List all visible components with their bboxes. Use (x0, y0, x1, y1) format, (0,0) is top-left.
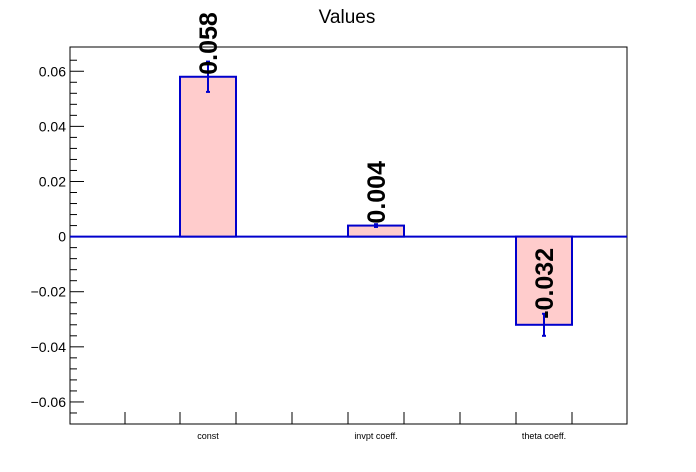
data-label: 0.058 (195, 12, 223, 75)
data-label: -0.032 (531, 248, 559, 319)
x-tick-label: invpt coeff. (354, 431, 397, 441)
y-tick-label: −0.02 (31, 284, 67, 300)
data-labels: 0.058 0.004 -0.032 (195, 12, 559, 319)
x-tick-label: const (197, 431, 219, 441)
y-tick-label: 0.04 (39, 118, 66, 134)
data-label: 0.004 (363, 161, 391, 224)
y-tick-label: 0.02 (39, 173, 66, 189)
y-tick-label: −0.06 (31, 394, 67, 410)
y-tick-label: −0.04 (31, 339, 67, 355)
x-tick-label: theta coeff. (522, 431, 566, 441)
x-axis: const invpt coeff. theta coeff. (124, 412, 573, 441)
chart-title: Values (319, 7, 376, 28)
y-tick-label: 0.06 (39, 63, 66, 79)
y-axis: −0.06 −0.04 −0.02 0 0.02 0.04 0.06 (31, 59, 84, 414)
bars (179, 60, 573, 337)
y-tick-label: 0 (58, 229, 66, 245)
bar (515, 235, 573, 326)
bar (179, 75, 237, 238)
